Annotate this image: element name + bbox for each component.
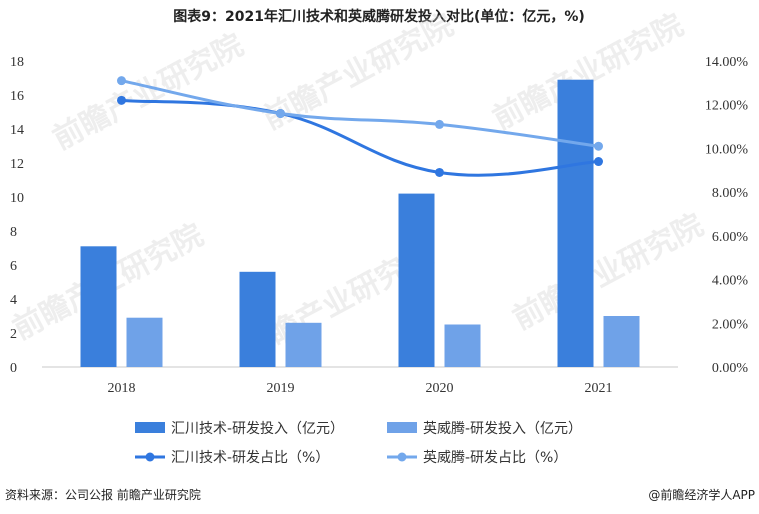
y-left-tick-label: 16 (10, 89, 24, 104)
y-right-tick-label: 10.00% (705, 142, 749, 157)
legend-item: 英威腾-研发投入（亿元） (387, 420, 582, 437)
legend-item: 汇川技术-研发投入（亿元） (135, 421, 344, 437)
y-left-tick-label: 18 (10, 55, 24, 70)
y-left-tick-label: 6 (10, 259, 17, 274)
y-right-tick-label: 6.00% (712, 230, 749, 245)
bar (603, 316, 640, 367)
legend-item: 汇川技术-研发占比（%） (135, 450, 329, 466)
watermark-text: 前瞻产业研究院 (257, 8, 459, 137)
legend-label: 汇川技术-研发投入（亿元） (171, 421, 344, 437)
bar (126, 317, 163, 367)
right-axis: 0.00% 2.00% 4.00% 6.00% 8.00% 10.00% 12.00% 14.… (705, 55, 749, 376)
legend-label: 英威腾-研发占比（%） (423, 449, 567, 466)
chart-title: 图表9：2021年汇川技术和英威腾研发投入对比(单位：亿元，%) (173, 8, 585, 25)
bar-layer (80, 79, 640, 367)
x-tick-label: 2019 (267, 381, 295, 396)
legend-marker (145, 452, 155, 462)
bar (444, 324, 481, 367)
x-tick-label: 2018 (108, 381, 136, 396)
y-left-tick-label: 8 (10, 225, 17, 240)
line-point (117, 95, 126, 105)
y-right-tick-label: 2.00% (712, 317, 749, 332)
legend-swatch (387, 422, 417, 433)
legend-swatch (135, 422, 165, 433)
y-left-tick-label: 2 (10, 327, 17, 342)
y-right-tick-label: 14.00% (705, 55, 749, 70)
y-left-tick-label: 0 (10, 361, 17, 376)
y-left-tick-label: 4 (10, 293, 17, 308)
line-point (435, 119, 444, 129)
legend-marker (397, 452, 407, 462)
line-point (594, 157, 603, 167)
bar (285, 322, 322, 367)
bar (239, 271, 276, 367)
line-point (276, 108, 285, 118)
source-note: 资料来源：公司公报 前瞻产业研究院 (5, 487, 201, 502)
series-line (121, 79, 599, 148)
bar (557, 79, 594, 367)
legend-item: 英威腾-研发占比（%） (387, 449, 567, 466)
legend-label: 汇川技术-研发占比（%） (171, 450, 329, 466)
y-right-tick-label: 12.00% (705, 99, 749, 114)
y-right-tick-label: 0.00% (712, 361, 749, 376)
left-axis: 0 2 4 6 8 10 12 14 16 18 (10, 55, 24, 376)
y-left-tick-label: 14 (10, 123, 24, 138)
legend-label: 英威腾-研发投入（亿元） (423, 420, 582, 437)
y-right-tick-label: 8.00% (712, 186, 749, 201)
bar (398, 193, 435, 367)
x-tick-label: 2021 (585, 381, 613, 396)
watermark-text: 前瞻产业研究院 (47, 28, 249, 157)
x-axis: 2018 2019 2020 2021 (108, 381, 613, 396)
line-point (435, 167, 444, 177)
y-left-tick-label: 12 (10, 157, 24, 172)
y-left-tick-label: 10 (10, 191, 24, 206)
brand-note: @前瞻经济学人APP (648, 487, 755, 502)
series-line (121, 98, 599, 177)
y-right-tick-label: 4.00% (712, 274, 749, 289)
line-point (117, 76, 126, 86)
bar (80, 246, 117, 367)
line-layer (117, 76, 603, 177)
line-point (594, 141, 603, 151)
x-tick-label: 2020 (426, 381, 454, 396)
legend: 汇川技术-研发投入（亿元） 英威腾-研发投入（亿元） 汇川技术-研发占比（%） 英威腾… (135, 420, 582, 466)
